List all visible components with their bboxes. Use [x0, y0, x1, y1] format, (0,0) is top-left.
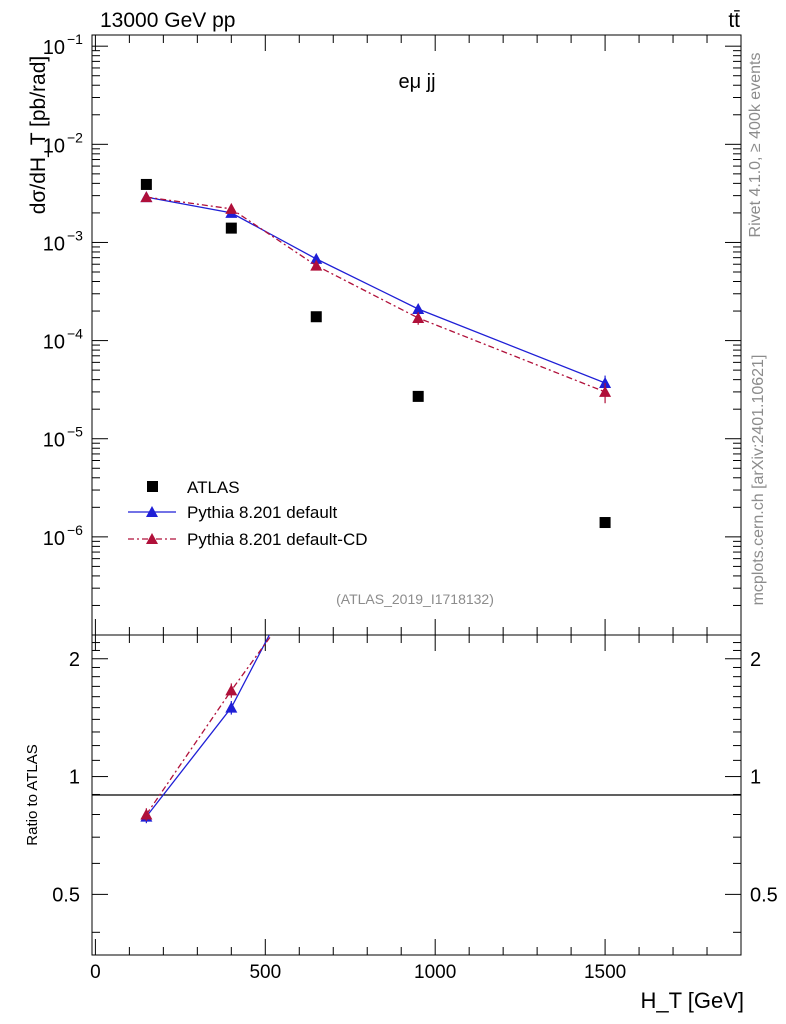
ratio-tick-label-left: 0.5: [52, 884, 80, 906]
pythia-8-201-default-cd-point: [310, 259, 323, 271]
ratio-axis-title: Ratio to ATLAS: [24, 744, 41, 845]
ratio-tick-label-left: 2: [69, 649, 80, 671]
pythia-8-201-default-ratio-point: [599, 214, 611, 225]
pythia-8-201-default-cd-point: [412, 311, 425, 323]
atlas-data-point: [310, 311, 322, 323]
pythia-8-201-default-ratio-line: [145, 635, 271, 818]
y-tick-label-exponent: −3: [67, 227, 83, 243]
pythia-8-201-default-ratio-point: [225, 701, 238, 713]
y-tick-label: 10: [43, 135, 65, 157]
pythia-8-201-default-ratio-point: [412, 421, 424, 432]
pythia-8-201-default-cd-ratio-point: [140, 808, 153, 820]
y-tick-label-base: 10: [43, 430, 65, 452]
y-tick-label: 10: [43, 430, 65, 452]
atlas-data-point: [225, 222, 237, 234]
pythia-8-201-default-point: [412, 302, 425, 314]
legend-default-label: Pythia 8.201 default: [187, 503, 338, 522]
ratio-tick-label-left: 1: [69, 767, 80, 789]
y-axis-title: dσ/dH_T [pb/rad]: [27, 56, 50, 215]
legend-cd-label: Pythia 8.201 default-CD: [187, 530, 368, 549]
y-tick-label-exponent: −5: [67, 424, 83, 440]
ratio-tick-label-right: 2: [750, 649, 761, 671]
y-tick-label: 10: [43, 528, 65, 550]
y-tick-label: 10: [43, 233, 65, 255]
x-tick-label: 1000: [414, 962, 456, 983]
mcplots-label: mcplots.cern.ch [arXiv:2401.10621]: [750, 355, 767, 606]
pythia-8-201-default-line: [146, 196, 606, 384]
pythia-8-201-default-point: [310, 252, 323, 264]
legend-atlas-label: ATLAS: [187, 478, 240, 497]
x-tick-label: 0: [90, 962, 101, 983]
ratio-tick-label-right: 0.5: [750, 884, 778, 906]
pythia-8-201-default-cd-ratio-point: [225, 684, 238, 696]
pythia-8-201-default-cd-point: [140, 191, 153, 203]
pythia-8-201-default-cd-point: [225, 202, 238, 214]
rivet-version-label: Rivet 4.1.0, ≥ 400k events: [747, 53, 764, 238]
y-tick-label-base: 10: [43, 135, 65, 157]
pythia-8-201-default-cd-ratio-point: [310, 568, 322, 579]
pythia-8-201-default-cd-ratio-point: [412, 458, 424, 469]
legend-atlas-marker: [147, 481, 158, 492]
process-label: tt̄: [728, 9, 740, 32]
legend-cd-marker: [146, 533, 158, 544]
atlas-data-point: [412, 390, 424, 402]
y-tick-label-exponent: −1: [67, 31, 83, 47]
y-tick-label-exponent: −2: [67, 129, 83, 145]
atlas-data-point: [140, 178, 152, 190]
x-axis-title: H_T [GeV]: [640, 988, 744, 1013]
x-tick-label: 1500: [584, 962, 626, 983]
y-tick-label-base: 10: [43, 528, 65, 550]
y-tick-label: 10: [43, 37, 65, 59]
plot-title: eμ jj: [398, 71, 435, 93]
analysis-id-label: (ATLAS_2019_I1718132): [336, 591, 494, 607]
pythia-8-201-default-cd-line: [146, 196, 606, 393]
energy-label: 13000 GeV pp: [100, 9, 235, 32]
y-tick-label: 10: [43, 332, 65, 354]
pythia-8-201-default-cd-ratio-line: [145, 635, 273, 815]
ratio-tick-label-right: 1: [750, 767, 761, 789]
pythia-8-201-default-point: [599, 376, 612, 388]
axis-ticks: [92, 35, 741, 955]
legend: ATLAS Pythia 8.201 default Pythia 8.201 …: [128, 478, 368, 549]
y-tick-label-base: 10: [43, 332, 65, 354]
pythia-8-201-default-cd-ratio-point: [599, 250, 611, 261]
atlas-data-point: [599, 517, 611, 529]
pythia-8-201-default-cd-point: [599, 385, 612, 397]
x-tick-label: 500: [249, 962, 281, 983]
legend-default-marker: [146, 506, 158, 517]
main-data-layer: [140, 178, 612, 529]
y-tick-label-base: 10: [43, 233, 65, 255]
y-tick-label-exponent: −6: [67, 522, 83, 538]
y-tick-label-exponent: −4: [67, 326, 83, 342]
ratio-data-layer: [140, 214, 611, 824]
y-tick-label-base: 10: [43, 37, 65, 59]
